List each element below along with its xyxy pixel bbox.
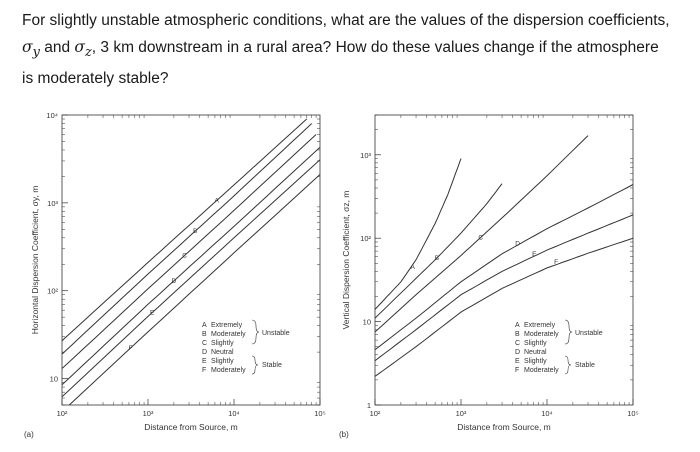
x-tick-label: 10² [370, 409, 381, 418]
stable-brace [564, 355, 572, 375]
chart-a: 10² 10³ 10⁴ 10⁵ 10 10² 10³ 10⁴ Distance from Sou… [24, 111, 326, 439]
legend-letter: F [202, 367, 206, 374]
legend-label: Neutral [524, 349, 547, 356]
stable-brace [251, 355, 259, 375]
x-tick-label: 10⁴ [541, 409, 553, 418]
legend-letter: B [202, 331, 207, 338]
series-line-d [375, 184, 633, 351]
legend-label: Extremely [211, 322, 243, 329]
series-line-b [62, 123, 313, 355]
series-line-e [62, 159, 320, 398]
y-tick-label: 10 [50, 375, 58, 384]
y-tick-label: 10³ [47, 199, 58, 208]
legend-letter: E [202, 358, 207, 365]
series-label-f: F [129, 345, 133, 352]
chart-b: 10² 10³ 10⁴ 10⁵ 1 10 10² 10³ Distance from Sourc… [339, 114, 639, 439]
x-tick-label: 10⁵ [314, 409, 325, 418]
legend-label: Moderately [211, 367, 246, 374]
legend-letter: D [202, 349, 207, 356]
panel-label: (b) [339, 430, 349, 439]
legend-letter: B [515, 331, 520, 338]
question-and: and [39, 39, 75, 56]
plot-frame [61, 114, 321, 406]
y-tick-label: 10³ [360, 151, 371, 160]
x-tick-label: 10⁴ [228, 409, 240, 418]
question-part1: For slightly unstable atmospheric condit… [22, 12, 670, 29]
y-tick-label: 1 [367, 401, 371, 410]
x-axis-title: Distance from Source, m [144, 422, 238, 432]
series-label-e: E [150, 309, 155, 316]
series-label-f: F [554, 259, 558, 266]
x-tick-label: 10³ [456, 409, 467, 418]
legend-label: Neutral [211, 349, 234, 356]
series-line-a [62, 118, 308, 342]
question-text: For slightly unstable atmospheric condit… [22, 8, 692, 92]
sigma-z-subscript: z [84, 45, 92, 61]
series-line-c [62, 134, 317, 369]
y-tick-label: 10 [363, 318, 371, 327]
x-axis-title: Distance from Source, m [457, 422, 551, 432]
legend-letter: F [515, 367, 519, 374]
legend-label: Slightly [524, 358, 547, 365]
series-line-e [375, 214, 633, 362]
legend-unstable: Unstable [575, 330, 603, 337]
legend-label: Moderately [524, 331, 559, 338]
series-line-d [62, 146, 320, 386]
series-label-c: C [478, 234, 483, 241]
legend-letter: A [515, 322, 520, 329]
legend-label: Extremely [524, 322, 556, 329]
legend-label: Moderately [524, 367, 559, 374]
y-tick-label: 10⁴ [46, 111, 58, 120]
sigma-z-symbol: σ [74, 38, 85, 56]
question-part2: , 3 km downstream in a rural area? How d… [91, 39, 659, 56]
plot-frame [374, 114, 634, 406]
legend-stable: Stable [262, 362, 282, 369]
sigma-y-subscript: y [32, 45, 40, 61]
series-line-f [68, 174, 320, 405]
sigma-y-symbol: σ [22, 38, 33, 56]
series-label-b: B [193, 228, 197, 235]
legend-letter: A [202, 322, 207, 329]
series-label-b: B [435, 255, 439, 262]
series-line-a [375, 158, 462, 310]
series-line-f [375, 237, 633, 377]
y-axis-title: Horizontal Dispersion Coefficient, σy, m [30, 186, 40, 335]
series-label-d: D [172, 278, 177, 285]
y-axis-title: Vertical Dispersion Coefficient, σz, m [341, 191, 351, 330]
legend-letter: E [515, 358, 520, 365]
series-label-a: A [215, 197, 220, 204]
question-part3: is moderately stable? [22, 70, 169, 88]
series-line-b [375, 183, 503, 319]
legend-letter: D [515, 349, 520, 356]
legend-label: Slightly [524, 340, 547, 347]
unstable-brace [251, 319, 260, 345]
x-tick-label: 10² [57, 409, 68, 418]
legend-unstable: Unstable [262, 330, 290, 337]
x-tick-label: 10³ [143, 409, 154, 418]
y-tick-label: 10² [360, 234, 371, 243]
panel-label: (a) [24, 430, 34, 439]
legend-label: Moderately [211, 331, 246, 338]
legend-stable: Stable [575, 362, 595, 369]
unstable-brace [564, 319, 573, 345]
legend-label: Slightly [211, 358, 234, 365]
series-label-c: C [182, 252, 187, 259]
series-label-e: E [532, 251, 537, 258]
legend-letter: C [515, 340, 520, 347]
y-tick-label: 10² [47, 287, 58, 296]
series-label-d: D [515, 241, 520, 248]
series-label-a: A [410, 264, 415, 271]
legend-label: Slightly [211, 340, 234, 347]
series-line-c [375, 135, 589, 333]
x-tick-label: 10⁵ [627, 409, 638, 418]
legend-letter: C [202, 340, 207, 347]
